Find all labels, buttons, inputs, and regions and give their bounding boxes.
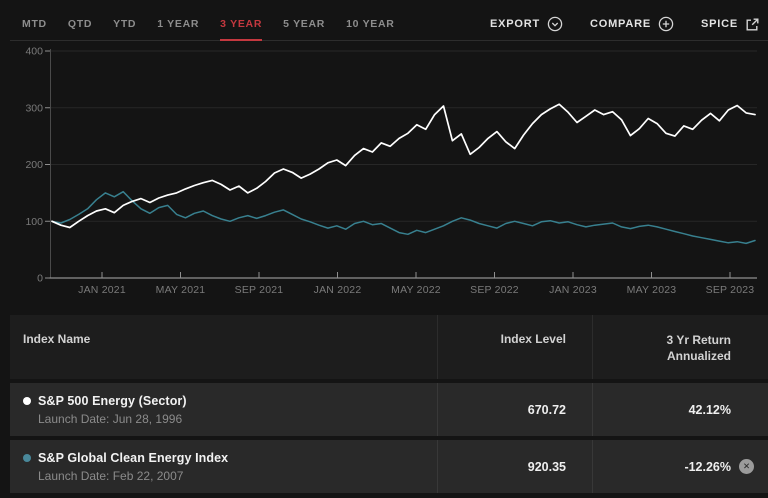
launch-date: Launch Date: Feb 22, 2007 (38, 468, 184, 483)
table-row: S&P Global Clean Energy Index Launch Dat… (10, 440, 768, 493)
tab-mtd[interactable]: MTD (22, 18, 47, 30)
tab-qtd[interactable]: QTD (67, 18, 93, 30)
tab-ytd[interactable]: YTD (113, 18, 137, 30)
index-name: S&P 500 Energy (Sector) (38, 393, 187, 408)
svg-text:400: 400 (25, 46, 43, 58)
remove-index-button[interactable]: ✕ (739, 459, 754, 474)
svg-text:MAY 2022: MAY 2022 (391, 284, 441, 296)
launch-date: Launch Date: Jun 28, 1996 (38, 411, 183, 426)
column-header-index-level: Index Level (437, 315, 592, 379)
column-header-index-name: Index Name (23, 332, 91, 346)
svg-text:JAN 2023: JAN 2023 (549, 284, 597, 296)
return-value: 42.12% (592, 383, 768, 436)
column-header-3yr-return-line2: Annualized (666, 349, 731, 363)
compare-button-label: COMPARE (589, 18, 651, 30)
index-level-value: 920.35 (437, 440, 592, 493)
index-name: S&P Global Clean Energy Index (38, 450, 229, 465)
export-button[interactable]: EXPORT (490, 16, 563, 32)
svg-text:0: 0 (37, 273, 43, 285)
svg-text:MAY 2021: MAY 2021 (156, 284, 206, 296)
tab-5-year[interactable]: 5 YEAR (283, 18, 326, 30)
svg-text:300: 300 (25, 102, 43, 114)
svg-text:JAN 2022: JAN 2022 (314, 284, 362, 296)
tab-3-year[interactable]: 3 YEAR (220, 8, 263, 41)
tab-10-year[interactable]: 10 YEAR (346, 18, 395, 30)
index-level-value: 670.72 (437, 383, 592, 436)
svg-text:100: 100 (25, 216, 43, 228)
index-table: Index Name Index Level 3 Yr Return Annua… (10, 315, 768, 493)
svg-text:JAN 2021: JAN 2021 (78, 284, 126, 296)
spice-button-label: SPICE (700, 18, 738, 30)
toolbar-actions: EXPORT COMPARE SPICE (490, 16, 768, 32)
svg-text:MAY 2023: MAY 2023 (627, 284, 677, 296)
svg-text:SEP 2023: SEP 2023 (706, 284, 755, 296)
export-button-label: EXPORT (489, 18, 540, 30)
table-row: S&P 500 Energy (Sector) Launch Date: Jun… (10, 383, 768, 436)
compare-button[interactable]: COMPARE (590, 16, 674, 32)
period-tabs: MTD QTD YTD 1 YEAR 3 YEAR 5 YEAR 10 YEAR (22, 8, 395, 41)
chevron-down-circle-icon (547, 16, 563, 32)
column-header-3yr-return-line1: 3 Yr Return (666, 333, 731, 347)
external-link-icon (745, 17, 760, 32)
chart-axes (45, 49, 757, 279)
performance-line-chart[interactable]: 0 100 200 300 400 JAN 2021 MAY 2021 SEP 2021 JAN… (0, 41, 768, 311)
series-bullet-energy (23, 396, 31, 405)
series-bullet-clean-energy (23, 453, 31, 462)
svg-text:SEP 2021: SEP 2021 (235, 284, 284, 296)
tab-1-year[interactable]: 1 YEAR (157, 18, 200, 30)
plus-circle-icon (658, 16, 674, 32)
chart-axis-labels: 0 100 200 300 400 JAN 2021 MAY 2021 SEP 2021 JAN… (25, 46, 754, 297)
column-header-3yr-return: 3 Yr Return Annualized (592, 315, 768, 379)
spice-button[interactable]: SPICE (701, 17, 760, 32)
chart-series-lines (51, 103, 756, 245)
return-value: -12.26% (684, 459, 731, 474)
table-header-row: Index Name Index Level 3 Yr Return Annua… (10, 315, 768, 379)
chart-gridlines (50, 50, 757, 222)
period-toolbar: MTD QTD YTD 1 YEAR 3 YEAR 5 YEAR 10 YEAR… (10, 8, 768, 41)
svg-text:200: 200 (25, 159, 43, 171)
svg-text:SEP 2022: SEP 2022 (470, 284, 519, 296)
